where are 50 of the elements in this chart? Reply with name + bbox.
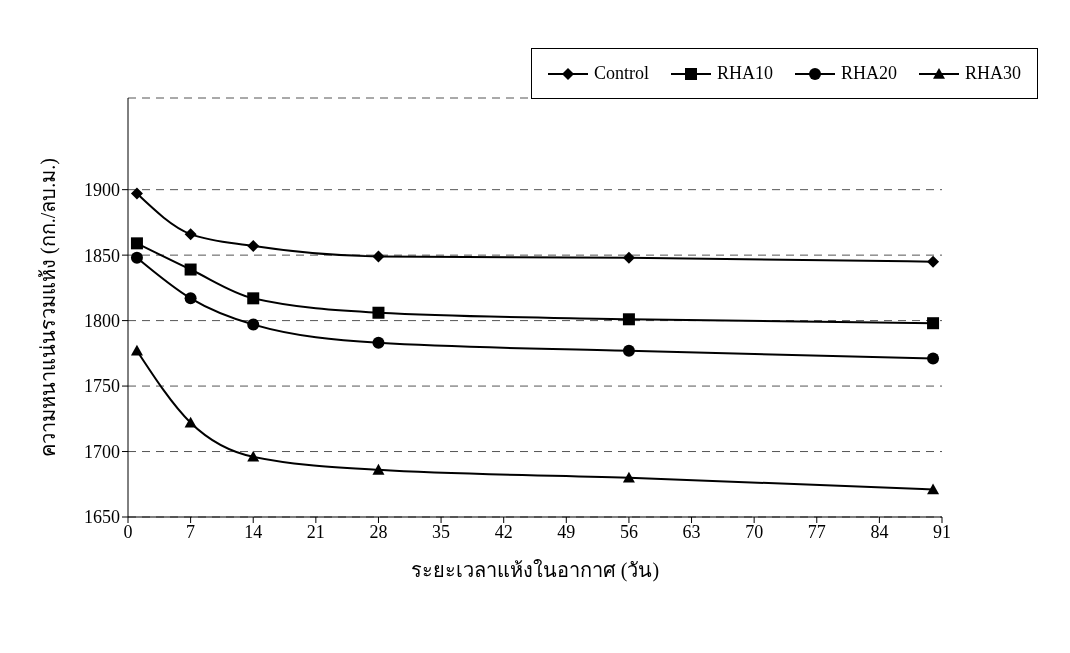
x-tick-label: 70 (745, 521, 764, 542)
y-tick-label: 1850 (84, 245, 120, 266)
y-tick-label: 1650 (84, 507, 120, 528)
point (372, 463, 385, 475)
point (622, 313, 635, 326)
point (622, 344, 635, 357)
point (184, 416, 197, 428)
point (927, 317, 940, 330)
y-tick-label: 1750 (84, 376, 120, 397)
x-tick-label: 28 (369, 521, 388, 542)
point (622, 251, 635, 264)
x-tick-label: 0 (123, 521, 133, 542)
x-tick-label: 63 (682, 521, 701, 542)
point (927, 255, 940, 268)
point (247, 239, 260, 252)
point (184, 228, 197, 241)
point (622, 471, 635, 483)
y-tick-label: 1800 (84, 310, 120, 331)
point (130, 187, 143, 200)
point (247, 318, 260, 331)
legend-label: RHA30 (964, 63, 1021, 84)
x-tick-label: 7 (186, 521, 196, 542)
x-tick-label: 21 (306, 521, 325, 542)
point (927, 352, 940, 365)
x-tick-label: 77 (807, 521, 826, 542)
x-tick-label: 84 (870, 521, 889, 542)
point (372, 306, 385, 319)
y-axis-title: ความหนาแน่นรวมแห้ง (กก./ลบ.ม.) (37, 158, 61, 457)
point (184, 263, 197, 276)
point (247, 292, 260, 305)
x-tick-label: 14 (244, 521, 263, 542)
y-tick-label: 1900 (84, 180, 120, 201)
point (130, 251, 143, 264)
y-tick-label: 1700 (84, 441, 120, 462)
point (247, 450, 260, 462)
point (372, 336, 385, 349)
point (927, 483, 940, 495)
legend-label: RHA10 (716, 63, 773, 84)
x-tick-label: 56 (619, 521, 638, 542)
x-tick-label: 91 (933, 521, 951, 542)
point (130, 237, 143, 250)
x-axis-title: ระยะเวลาแห้งในอากาศ (วัน) (410, 559, 660, 582)
point (130, 344, 143, 356)
point (184, 292, 197, 305)
point (372, 250, 385, 263)
legend-label: Control (593, 63, 649, 84)
x-tick-label: 42 (494, 521, 513, 542)
x-tick-label: 35 (432, 521, 451, 542)
legend-label: RHA20 (840, 63, 897, 84)
x-tick-label: 49 (557, 521, 576, 542)
